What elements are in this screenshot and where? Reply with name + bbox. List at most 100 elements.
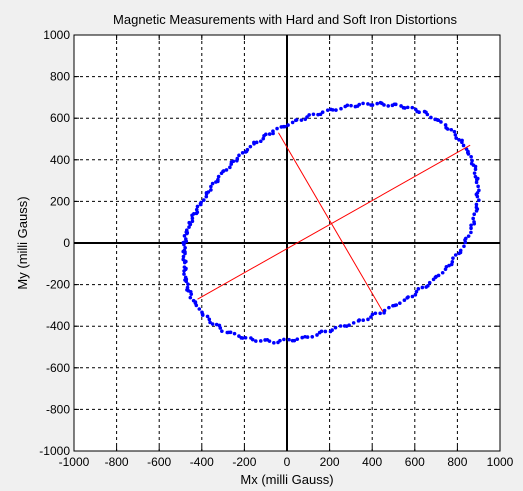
data-point xyxy=(349,103,353,108)
y-tick-label: -1000 xyxy=(39,444,70,458)
data-point xyxy=(200,310,204,315)
data-point xyxy=(237,153,241,158)
data-point xyxy=(181,257,186,262)
principal-axis-line xyxy=(197,144,471,300)
data-point xyxy=(460,140,464,144)
data-point xyxy=(271,129,275,134)
data-point xyxy=(453,133,458,137)
data-point xyxy=(424,285,428,289)
data-point xyxy=(252,140,256,145)
data-point xyxy=(476,184,480,189)
data-point xyxy=(414,289,419,294)
data-point xyxy=(453,253,458,257)
data-point xyxy=(210,322,215,326)
zero-axes xyxy=(74,35,500,451)
data-point xyxy=(225,330,230,335)
x-tick-label: -800 xyxy=(105,455,129,469)
y-tick-label: 200 xyxy=(50,194,70,208)
data-point xyxy=(425,112,430,117)
data-point xyxy=(224,168,229,172)
data-point xyxy=(330,108,335,112)
data-point xyxy=(217,323,222,328)
data-point xyxy=(267,132,272,136)
data-point xyxy=(187,225,191,229)
data-point xyxy=(413,292,418,297)
data-point xyxy=(221,169,226,173)
data-point xyxy=(286,123,290,127)
data-point xyxy=(272,341,276,345)
data-point xyxy=(183,245,187,250)
data-point xyxy=(398,301,402,305)
data-point xyxy=(420,285,425,290)
data-point xyxy=(366,317,370,322)
data-point xyxy=(472,171,477,175)
data-point xyxy=(378,311,382,316)
data-point xyxy=(361,318,366,322)
y-tick-label: 800 xyxy=(50,70,70,84)
data-point xyxy=(182,248,187,253)
principal-axes-layer xyxy=(197,132,471,312)
y-tick-label: -800 xyxy=(46,402,70,416)
data-point xyxy=(457,138,461,142)
data-point xyxy=(183,275,188,280)
data-point xyxy=(361,101,365,106)
data-point xyxy=(473,167,478,172)
data-point xyxy=(190,219,195,224)
data-point xyxy=(338,324,343,328)
data-point xyxy=(231,159,236,164)
data-point xyxy=(214,322,219,327)
data-point xyxy=(264,132,268,137)
data-point xyxy=(391,304,395,308)
data-point xyxy=(299,118,304,122)
data-point xyxy=(216,174,221,179)
data-point xyxy=(472,212,477,216)
data-point xyxy=(436,118,441,122)
data-point xyxy=(204,194,209,199)
data-point xyxy=(342,324,347,328)
data-point xyxy=(185,285,190,290)
data-point xyxy=(470,158,474,163)
data-point xyxy=(209,188,213,192)
data-point xyxy=(182,265,187,269)
data-point xyxy=(294,118,299,122)
data-point xyxy=(315,333,319,337)
y-tick-label: -600 xyxy=(46,361,70,375)
data-point xyxy=(477,198,481,203)
data-point xyxy=(427,280,432,285)
data-point xyxy=(431,277,436,282)
data-point xyxy=(454,136,458,140)
data-point xyxy=(310,335,315,339)
data-point xyxy=(249,336,253,340)
data-point xyxy=(209,184,213,189)
data-point xyxy=(194,207,199,212)
x-tick-label: -200 xyxy=(232,455,256,469)
y-tick-label: -200 xyxy=(46,278,70,292)
data-point xyxy=(370,103,375,107)
data-point xyxy=(253,339,258,343)
data-point xyxy=(190,216,195,221)
data-point xyxy=(402,298,407,303)
data-point xyxy=(192,211,196,216)
data-point xyxy=(276,340,280,345)
data-point xyxy=(402,106,407,110)
data-point xyxy=(191,298,196,303)
data-point xyxy=(445,127,450,131)
data-point xyxy=(323,329,328,334)
data-point xyxy=(290,120,295,125)
data-point xyxy=(474,180,479,185)
data-point xyxy=(263,338,267,342)
data-point xyxy=(216,177,220,182)
data-point xyxy=(375,101,380,106)
x-tick-label: 0 xyxy=(284,455,291,469)
x-tick-label: 1000 xyxy=(487,455,514,469)
data-point xyxy=(283,124,287,129)
data-point xyxy=(410,294,415,299)
data-point xyxy=(382,311,386,315)
tick-layer: -1000 -800 -600 -400 -200 0 200 400 600 800 1000 -1… xyxy=(39,28,513,469)
data-point xyxy=(452,129,457,134)
data-point xyxy=(474,177,479,182)
data-point xyxy=(449,262,454,267)
x-tick-label: 600 xyxy=(405,455,425,469)
data-point xyxy=(457,251,461,256)
data-point xyxy=(469,226,473,231)
